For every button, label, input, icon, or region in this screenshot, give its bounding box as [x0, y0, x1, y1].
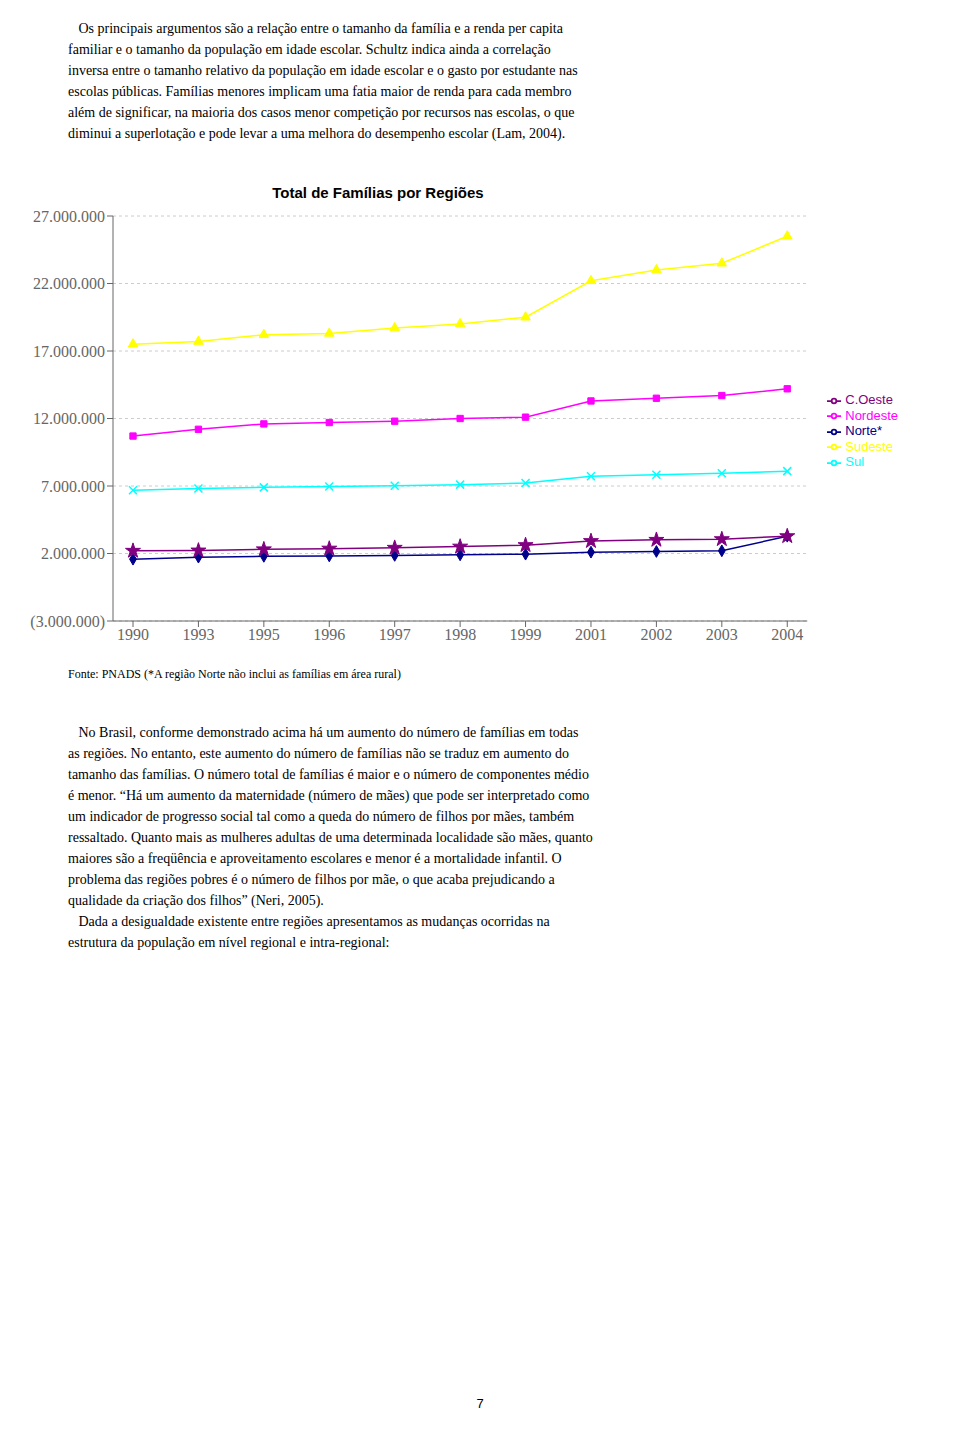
svg-text:(3.000.000): (3.000.000) — [30, 613, 105, 631]
svg-text:1993: 1993 — [182, 626, 214, 643]
svg-text:17.000.000: 17.000.000 — [33, 343, 105, 360]
html-text:Os principais argumentos são a: Os principais argumentos são a relação e… — [68, 21, 578, 141]
svg-text:1990: 1990 — [117, 626, 149, 643]
svg-text:2002: 2002 — [640, 626, 672, 643]
svg-text:27.000.000: 27.000.000 — [33, 208, 105, 225]
svg-text:1996: 1996 — [313, 626, 345, 643]
svg-text:1998: 1998 — [444, 626, 476, 643]
html-text:Total de Famílias por Regiões: Total de Famílias por Regiões — [272, 184, 484, 201]
html-text:Sul: Sul — [845, 454, 864, 470]
html-text:No Brasil, conforme demonstrad: No Brasil, conforme demonstrado acima há… — [68, 725, 593, 950]
html-text:Norte*: Norte* — [845, 423, 883, 439]
svg-text:1997: 1997 — [379, 626, 411, 643]
html-text:Nordeste: Nordeste — [845, 407, 898, 423]
svg-text:22.000.000: 22.000.000 — [33, 275, 105, 292]
svg-text:1999: 1999 — [510, 626, 542, 643]
svg-text:1995: 1995 — [248, 626, 280, 643]
html-text:Sudeste: Sudeste — [845, 438, 893, 454]
svg-text:12.000.000: 12.000.000 — [33, 410, 105, 427]
svg-text:7.000.000: 7.000.000 — [41, 478, 105, 495]
svg-text:2003: 2003 — [706, 626, 738, 643]
svg-text:2001: 2001 — [575, 626, 607, 643]
svg-text:2.000.000: 2.000.000 — [41, 545, 105, 562]
html-text:7: 7 — [476, 1396, 484, 1411]
html-text:Fonte: PNADS (*A região Norte: Fonte: PNADS (*A região Norte não inclui… — [68, 667, 401, 681]
svg-text:2004: 2004 — [771, 626, 803, 643]
html-text:C.Oeste: C.Oeste — [845, 392, 893, 408]
